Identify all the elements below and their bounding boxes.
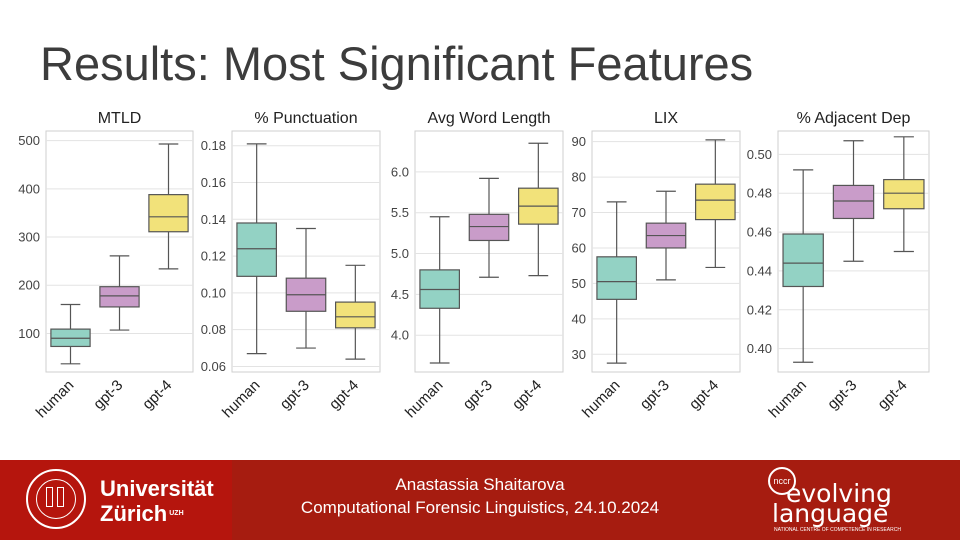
y-tick-label: 0.46 <box>747 225 772 240</box>
y-tick-label: 40 <box>572 311 586 326</box>
y-tick-label: 0.14 <box>201 212 226 227</box>
y-tick-label: 0.50 <box>747 147 772 162</box>
box-gpt-4 <box>883 178 925 210</box>
x-tick-label: human <box>579 377 623 421</box>
y-tick-label: 0.16 <box>201 175 226 190</box>
chart-title: LIX <box>654 110 678 127</box>
footer-bar: Universität Zürich UZH Anastassia Shaitar… <box>0 460 960 540</box>
nccr-word-evolving: evolving <box>786 479 892 508</box>
y-tick-label: 0.06 <box>201 359 226 374</box>
x-tick-label: human <box>402 377 446 421</box>
box-gpt-4 <box>148 194 189 233</box>
chart-title: % Punctuation <box>254 110 357 127</box>
nccr-word-language: language <box>772 499 889 528</box>
slide-title: Results: Most Significant Features <box>40 37 754 90</box>
x-tick-label: human <box>766 377 810 421</box>
x-tick-label: gpt-3 <box>277 377 313 413</box>
chart-title: % Adjacent Dep <box>797 110 911 127</box>
x-tick-label: human <box>33 377 77 421</box>
y-tick-label: 300 <box>18 230 40 245</box>
chart-panel-2: 0.06 0.08 0.10 0.12 0.14 0.16 0.18 % Punctuatio… <box>201 110 381 421</box>
chart-title: MTLD <box>98 110 142 127</box>
y-tick-label: 4.5 <box>391 287 409 302</box>
university-line2: Zürich <box>100 501 168 526</box>
box-gpt-4 <box>694 183 736 221</box>
box-gpt-4 <box>335 301 376 329</box>
x-tick-label: gpt-3 <box>460 377 496 413</box>
x-tick-label: gpt-4 <box>874 377 910 413</box>
x-tick-label: human <box>219 377 263 421</box>
author-block: Anastassia Shaitarova Computational Fore… <box>240 473 720 519</box>
chart-panel-3: 4.0 4.5 5.0 5.5 6.0 Avg Word Length human gpt-3… <box>391 110 564 421</box>
box-human <box>782 233 824 288</box>
author-name: Anastassia Shaitarova <box>395 475 565 494</box>
x-tick-label: gpt-3 <box>90 377 126 413</box>
y-tick-label: 0.12 <box>201 249 226 264</box>
y-tick-label: 70 <box>572 205 586 220</box>
y-tick-label: 100 <box>18 326 40 341</box>
y-tick-label: 400 <box>18 181 40 196</box>
university-line1: Universität <box>100 476 214 501</box>
box-gpt-3 <box>832 184 875 220</box>
y-tick-label: 0.40 <box>747 341 772 356</box>
nccr-badge-icon: nccr <box>768 467 796 495</box>
charts-area: 100 200 300 400 500 MTLD human gpt-3 gpt-4 0.06 0.… <box>0 100 960 445</box>
y-tick-label: 4.0 <box>391 328 409 343</box>
event-line: Computational Forensic Linguistics, 24.1… <box>300 498 660 517</box>
y-tick-label: 5.0 <box>391 246 409 261</box>
chart-panel-1: 100 200 300 400 500 MTLD human gpt-3 gpt-4 <box>18 110 194 421</box>
y-tick-label: 50 <box>572 276 586 291</box>
nccr-tagline: NATIONAL CENTRE OF COMPETENCE IN RESEARC… <box>774 527 901 533</box>
y-tick-label: 6.0 <box>391 164 409 179</box>
y-tick-label: 90 <box>572 134 586 149</box>
x-tick-label: gpt-4 <box>326 377 362 413</box>
y-tick-label: 30 <box>572 347 586 362</box>
y-tick-label: 500 <box>18 133 40 148</box>
x-tick-label: gpt-3 <box>637 377 673 413</box>
uzh-logo: Universität Zürich UZH <box>0 460 232 540</box>
x-tick-label: gpt-4 <box>686 377 722 413</box>
y-tick-label: 60 <box>572 240 586 255</box>
chart-panel-5: 0.40 0.42 0.44 0.46 0.48 0.50 % Adjacent Dep hu… <box>747 110 930 421</box>
y-tick-label: 5.5 <box>391 205 409 220</box>
x-tick-label: gpt-4 <box>509 377 545 413</box>
university-sup: UZH <box>169 510 184 517</box>
y-tick-label: 0.48 <box>747 186 772 201</box>
chart-title: Avg Word Length <box>427 110 550 127</box>
y-tick-label: 0.08 <box>201 322 226 337</box>
y-tick-label: 0.18 <box>201 138 226 153</box>
nccr-logo: nccr evolving language NATIONAL CENTRE O… <box>768 467 913 535</box>
university-name: Universität Zürich UZH <box>100 476 214 526</box>
box-gpt-3 <box>468 213 510 242</box>
y-tick-label: 0.44 <box>747 263 772 278</box>
y-tick-label: 80 <box>572 170 586 185</box>
uzh-seal-icon <box>26 469 86 529</box>
x-tick-label: gpt-4 <box>139 377 175 413</box>
y-tick-label: 0.10 <box>201 285 226 300</box>
y-tick-label: 200 <box>18 278 40 293</box>
x-tick-label: gpt-3 <box>824 377 860 413</box>
y-tick-label: 0.42 <box>747 302 772 317</box>
box-human <box>236 222 278 277</box>
chart-panel-4: 30 40 50 60 70 80 90 LIX human gpt-3 gpt-4 <box>572 110 741 421</box>
box-human <box>596 256 638 300</box>
box-gpt-3 <box>99 286 140 308</box>
